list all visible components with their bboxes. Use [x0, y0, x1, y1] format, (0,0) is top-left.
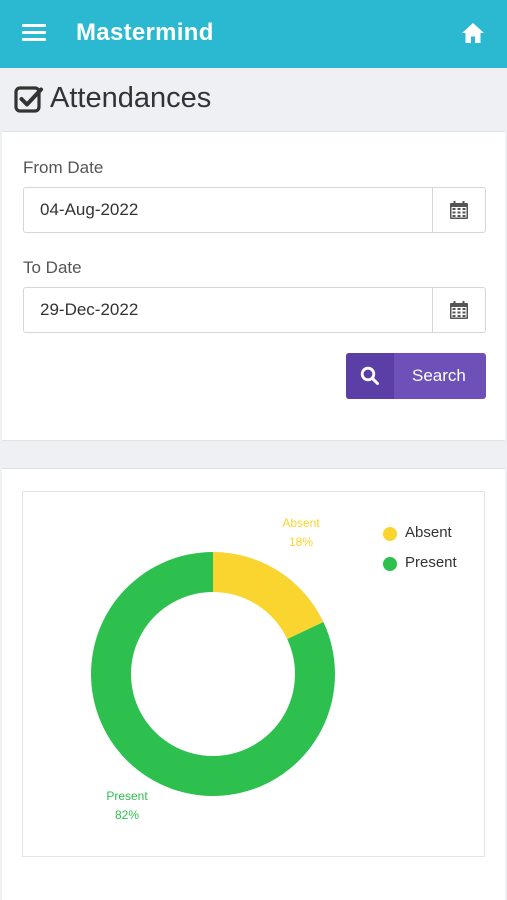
donut-slice-present[interactable]	[90, 552, 335, 796]
slice-label-value-absent: 18%	[289, 535, 313, 549]
to-date-calendar-button[interactable]	[432, 288, 485, 332]
legend-label-absent: Absent	[405, 524, 452, 541]
attendance-chart: Absent 18% Present 82% Absent Present	[22, 491, 485, 857]
page-header: Attendances	[0, 68, 507, 130]
slice-label-category-absent: Absent	[282, 516, 320, 530]
to-date-group	[23, 287, 486, 333]
donut-slice-absent[interactable]	[213, 552, 324, 640]
checkbox-icon	[14, 86, 43, 113]
from-date-group	[23, 187, 486, 233]
home-icon[interactable]	[461, 22, 485, 44]
slice-label-category-present: Present	[106, 789, 148, 803]
search-button[interactable]: Search	[346, 353, 486, 399]
legend-label-present: Present	[405, 554, 457, 571]
attendance-donut-chart: Absent 18% Present 82%	[90, 516, 335, 822]
search-icon	[360, 366, 379, 385]
to-date-input[interactable]	[24, 288, 432, 332]
app-header: Mastermind	[0, 0, 507, 68]
to-date-label: To Date	[23, 258, 82, 277]
from-date-input[interactable]	[24, 188, 432, 232]
slice-label-value-present: 82%	[115, 808, 139, 822]
from-date-label: From Date	[23, 158, 104, 177]
search-button-label: Search	[412, 366, 466, 385]
calendar-icon	[450, 201, 468, 219]
attendance-chart-panel: Absent 18% Present 82% Absent Present	[2, 468, 505, 900]
calendar-icon	[450, 301, 468, 319]
legend-dot-present	[383, 557, 397, 571]
app-title: Mastermind	[76, 19, 214, 46]
date-filter-panel: From Date To Date	[2, 131, 505, 441]
legend-dot-absent	[383, 527, 397, 541]
from-date-calendar-button[interactable]	[432, 188, 485, 232]
page-title: Attendances	[50, 82, 212, 114]
search-button-icon-area	[346, 353, 394, 399]
hamburger-menu-icon[interactable]	[22, 24, 46, 44]
